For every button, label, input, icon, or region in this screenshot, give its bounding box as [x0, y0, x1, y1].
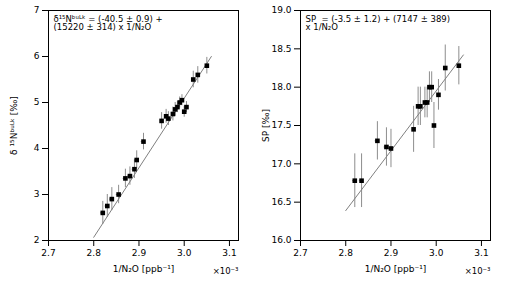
svg-text:2: 2 [34, 235, 40, 245]
svg-text:3.0: 3.0 [177, 248, 192, 258]
svg-text:2.7: 2.7 [41, 248, 55, 258]
svg-text:17.5: 17.5 [271, 120, 291, 130]
svg-text:3: 3 [34, 189, 40, 199]
svg-text:18.0: 18.0 [271, 82, 291, 92]
svg-text:3.1: 3.1 [474, 248, 488, 258]
svg-text:3.1: 3.1 [222, 248, 236, 258]
svg-text:δ¹⁵Nᵇᵘᴸᵏ = (-40.5 ± 0.9) +(152: δ¹⁵Nᵇᵘᴸᵏ = (-40.5 ± 0.9) +(15220 ± 314) … [54, 14, 163, 33]
svg-text:×10⁻³: ×10⁻³ [465, 266, 491, 276]
svg-text:5: 5 [34, 97, 40, 107]
svg-text:δ ¹⁵Nᵇᵘᴸᵏ [‰]: δ ¹⁵Nᵇᵘᴸᵏ [‰] [9, 96, 19, 155]
svg-text:16.0: 16.0 [271, 235, 291, 245]
svg-text:6: 6 [34, 51, 40, 61]
svg-text:1/N₂O [ppb⁻¹]: 1/N₂O [ppb⁻¹] [365, 264, 427, 274]
svg-text:16.5: 16.5 [271, 197, 291, 207]
svg-text:SP = (-3.5 ± 1.2) + (7147 ± 3: SP = (-3.5 ± 1.2) + (7147 ± 389)x 1/N₂O [306, 14, 451, 33]
svg-text:7: 7 [34, 5, 40, 15]
svg-text:2.8: 2.8 [87, 248, 102, 258]
svg-text:2.8: 2.8 [339, 248, 354, 258]
svg-text:4: 4 [34, 143, 40, 153]
svg-text:3.0: 3.0 [429, 248, 444, 258]
svg-text:19.0: 19.0 [271, 5, 291, 15]
svg-text:×10⁻³: ×10⁻³ [213, 266, 239, 276]
svg-text:18.5: 18.5 [271, 44, 291, 54]
svg-text:2.9: 2.9 [384, 248, 399, 258]
svg-text:2.9: 2.9 [132, 248, 147, 258]
svg-text:1/N₂O [ppb⁻¹]: 1/N₂O [ppb⁻¹] [113, 264, 175, 274]
svg-text:2.7: 2.7 [293, 248, 307, 258]
svg-text:17.0: 17.0 [271, 159, 291, 169]
svg-text:SP [‰]: SP [‰] [261, 109, 271, 142]
